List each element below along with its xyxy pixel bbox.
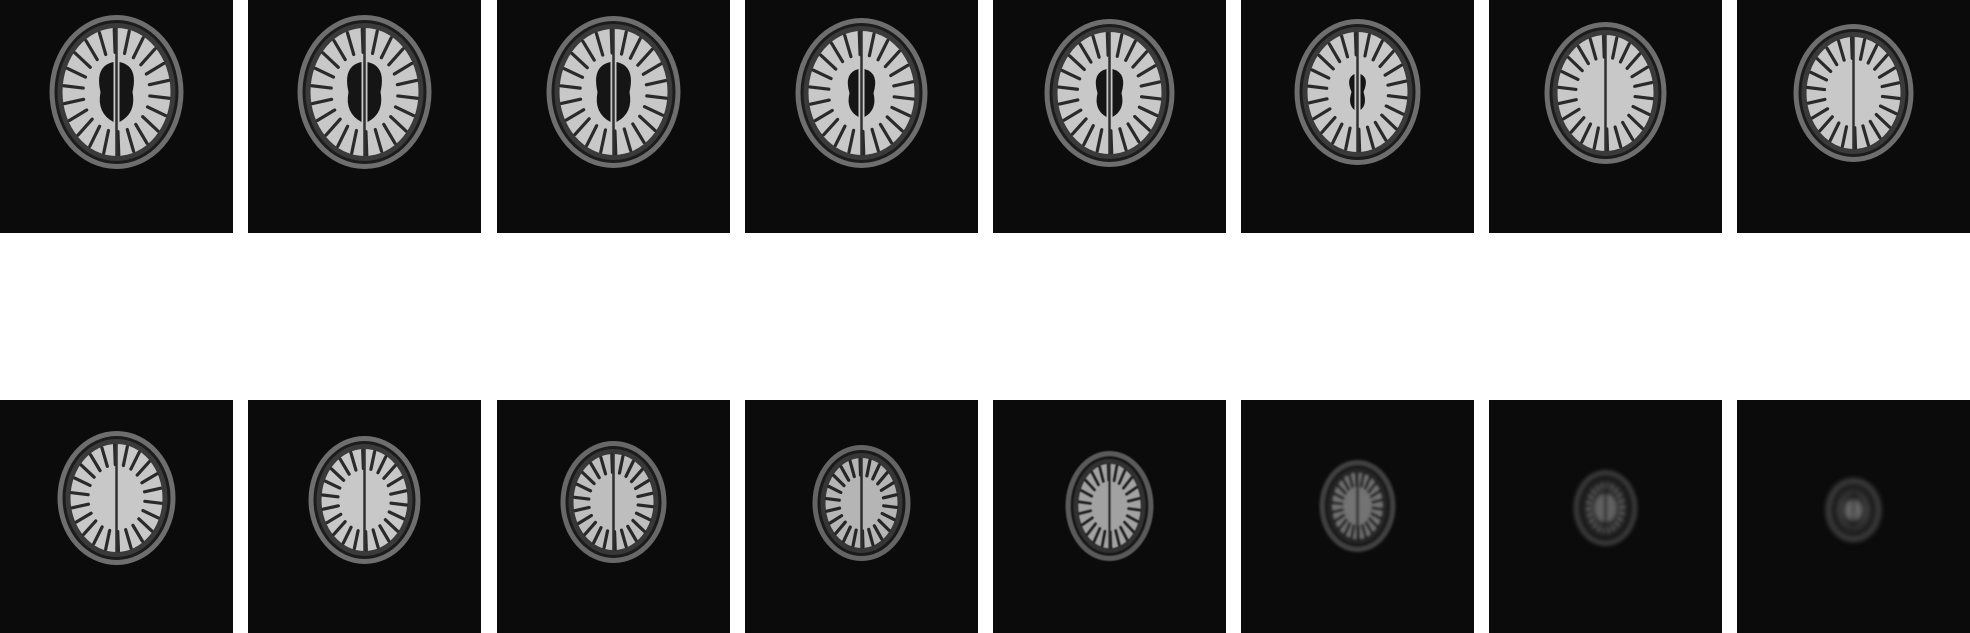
mri-slice-16 (1737, 400, 1970, 633)
mri-slice-9 (0, 400, 233, 633)
brain-slice-graphic (1241, 400, 1474, 633)
mri-slice-10 (248, 400, 481, 633)
brain-slice-graphic (993, 0, 1226, 233)
mri-slice-11 (497, 400, 730, 633)
brain-slice-graphic (1737, 0, 1970, 233)
mri-slice-1 (0, 0, 233, 233)
brain-slice-graphic (1737, 400, 1970, 633)
mri-slice-2 (248, 0, 481, 233)
mri-slice-3 (497, 0, 730, 233)
brain-slice-graphic (0, 400, 233, 633)
bottom-slice-row (0, 400, 1970, 633)
mri-slice-6 (1241, 0, 1474, 233)
brain-slice-graphic (497, 400, 730, 633)
brain-slice-graphic (248, 0, 481, 233)
brain-slice-graphic (1489, 0, 1722, 233)
brain-slice-graphic (1489, 400, 1722, 633)
brain-slice-graphic (993, 400, 1226, 633)
top-slice-row (0, 0, 1970, 233)
mri-slice-5 (993, 0, 1226, 233)
brain-slice-graphic (1241, 0, 1474, 233)
brain-slice-graphic (745, 0, 978, 233)
brain-slice-graphic (745, 400, 978, 633)
mri-slice-12 (745, 400, 978, 633)
brain-slice-graphic (0, 0, 233, 233)
mri-slice-14 (1241, 400, 1474, 633)
brain-slice-graphic (248, 400, 481, 633)
mri-slice-13 (993, 400, 1226, 633)
mri-slice-8 (1737, 0, 1970, 233)
mri-slice-7 (1489, 0, 1722, 233)
mri-slice-4 (745, 0, 978, 233)
brain-slice-graphic (497, 0, 730, 233)
mri-slice-15 (1489, 400, 1722, 633)
